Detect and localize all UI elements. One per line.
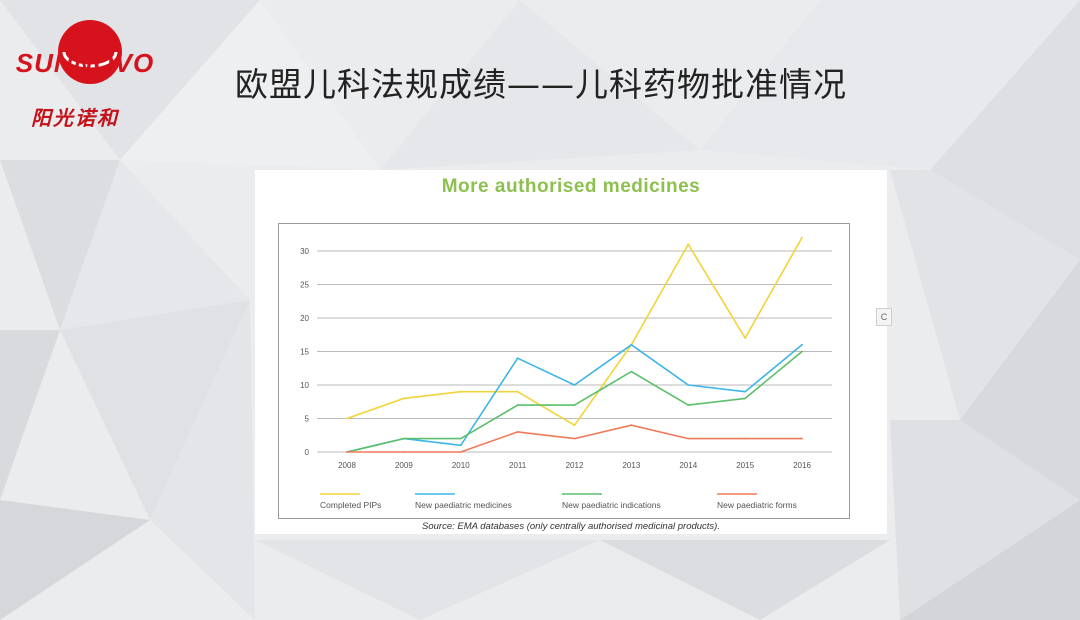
x-tick-label: 2015	[736, 461, 754, 470]
data-point	[687, 404, 690, 406]
x-tick-label: 2012	[566, 461, 584, 470]
x-tick-label: 2014	[679, 461, 697, 470]
side-tab-button[interactable]: C	[876, 308, 892, 326]
data-point	[630, 424, 633, 427]
data-point	[573, 404, 576, 406]
data-point	[402, 451, 405, 453]
data-point	[459, 444, 462, 447]
data-point	[402, 397, 405, 400]
data-point	[630, 343, 633, 346]
data-point	[801, 350, 803, 353]
source-note: Source: EMA databases (only centrally au…	[422, 521, 720, 532]
legend-label: New paediatric indications	[562, 500, 661, 510]
data-point	[687, 243, 690, 246]
y-tick-label: 5	[305, 415, 310, 424]
data-point	[573, 384, 576, 386]
data-point	[744, 337, 747, 339]
line-chart: 0 5 10 15 20 25 30 2008 2009 2010 2011 2012 2013 2014…	[300, 236, 832, 510]
x-tick-label: 2013	[622, 461, 640, 470]
legend-label: New paediatric medicines	[415, 500, 512, 510]
logo-brand-cn: 阳光诺和	[31, 106, 119, 130]
data-point	[459, 390, 462, 393]
y-tick-label: 0	[305, 448, 310, 457]
data-point	[801, 437, 803, 440]
y-tick-label: 25	[300, 281, 309, 290]
y-tick-label: 30	[300, 247, 309, 256]
data-point	[516, 390, 519, 393]
logo-brand-en: SUNNOVO	[15, 48, 155, 78]
data-point	[801, 343, 803, 346]
data-point	[744, 397, 747, 400]
data-point	[687, 437, 690, 440]
data-point	[573, 424, 576, 427]
x-tick-label: 2008	[338, 461, 356, 470]
y-tick-label: 20	[300, 314, 309, 323]
data-point	[402, 437, 405, 440]
data-point	[801, 236, 803, 239]
data-point	[687, 384, 690, 386]
plot-frame	[278, 223, 850, 519]
data-point	[573, 437, 576, 440]
legend-label: New paediatric forms	[717, 500, 797, 510]
series-line	[346, 344, 803, 453]
data-point	[346, 417, 348, 420]
series-line	[346, 237, 803, 426]
data-point	[346, 451, 348, 453]
slide-title: 欧盟儿科法规成绩——儿科药物批准情况	[235, 65, 847, 104]
chart-card: More authorised medicines 0 5 10 15 20 25 30 20…	[255, 170, 887, 534]
y-tick-label: 15	[300, 348, 309, 357]
x-tick-label: 2010	[452, 461, 470, 470]
data-point	[516, 431, 519, 433]
data-point	[630, 370, 633, 373]
data-point	[459, 437, 462, 440]
legend-label: Completed PIPs	[320, 500, 381, 510]
data-point	[744, 437, 747, 440]
x-tick-label: 2016	[793, 461, 811, 470]
x-tick-label: 2011	[509, 461, 527, 470]
x-tick-label: 2009	[395, 461, 413, 470]
company-logo: SUNNOVO 阳光诺和	[10, 12, 160, 142]
data-point	[744, 390, 747, 393]
data-point	[516, 357, 519, 360]
chart-title: More authorised medicines	[441, 176, 701, 197]
series-line	[346, 350, 803, 453]
y-tick-label: 10	[300, 381, 309, 390]
data-point	[516, 404, 519, 406]
data-point	[459, 451, 462, 453]
logo-sun-mark	[58, 20, 122, 84]
